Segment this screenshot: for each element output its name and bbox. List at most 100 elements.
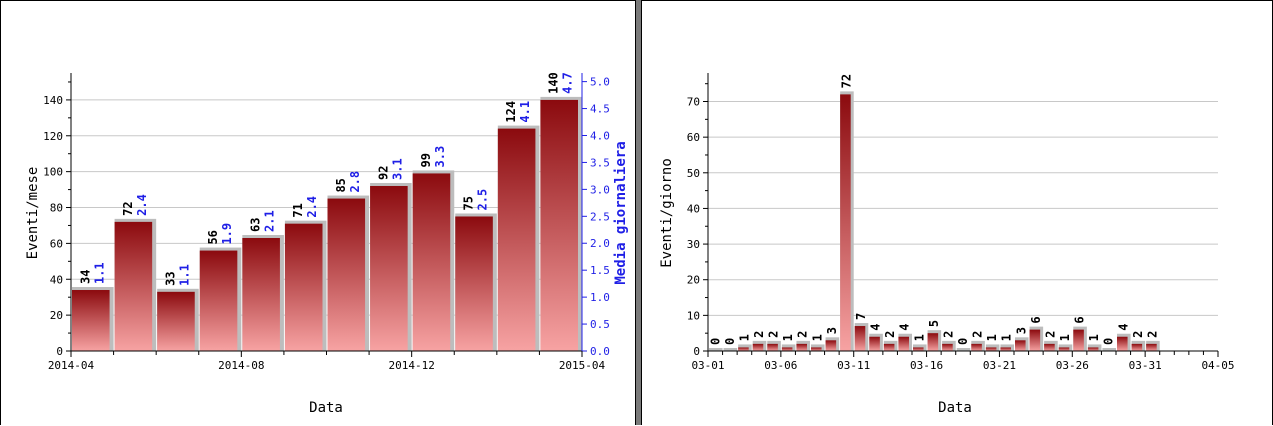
bar [796, 343, 807, 351]
bar-labels: 34 1.172 2.433 1.156 1.9 63 2.1 71 2.485 2.8 92 3.1… [78, 72, 574, 286]
bar-daily-average-label: 1.1 [92, 262, 106, 284]
bar-value-label: 85 [334, 178, 348, 192]
bar-daily-average-label: 4.1 [518, 101, 532, 123]
bar-value-label: 72 [839, 74, 853, 88]
x-tick-label: 03-01 [691, 359, 724, 372]
bar-value-label: 6 [1029, 316, 1043, 323]
bar [1044, 343, 1055, 351]
bar-value-label: 72 [121, 201, 135, 215]
bar [825, 340, 837, 351]
y-tick-label: 10 [687, 309, 700, 322]
x-axis-label: Data [309, 400, 343, 416]
bar [114, 221, 153, 351]
bar [767, 343, 778, 351]
bar [971, 343, 982, 351]
y2-tick-label: 4.0 [590, 129, 610, 142]
bar-value-label: 0 [708, 338, 722, 345]
axes: 0 20 40 60 80 100 120 140 0.0 0.5 1.0 1.5 2.0 2.5 3.0 3… [43, 73, 610, 372]
bar [1131, 343, 1143, 351]
y-tick-label: 0 [56, 345, 63, 358]
bar [1117, 336, 1128, 351]
bar-daily-average-label: 3.1 [390, 158, 404, 180]
y2-tick-label: 2.5 [590, 210, 610, 223]
bar-value-label: 1 [985, 334, 999, 341]
bar [497, 128, 536, 351]
bar-value-label: 2 [941, 331, 955, 338]
bar-daily-average-label: 2.4 [305, 196, 319, 218]
bar [1087, 347, 1099, 351]
y-tick-label: 20 [687, 274, 700, 287]
bar-value-label: 1 [737, 334, 751, 341]
bar-value-label: 3 [825, 327, 839, 334]
bar-daily-average-label: 2.5 [476, 189, 490, 211]
bar [942, 343, 953, 351]
bar-value-label: 0 [956, 338, 970, 345]
bar [1146, 343, 1157, 351]
y2-tick-label: 5.0 [590, 76, 610, 89]
bar-value-label: 1 [1087, 334, 1101, 341]
daily-events-chart-panel: 0 0 1 2 2 1 2 1 3 72 7 4 2 4 1 5 2 0 2 1 1 3 6 2 1 6 1 0 4 2 2 0 10 20 30… [641, 0, 1273, 425]
bar [811, 347, 822, 351]
x-tick-label: 03-06 [764, 359, 797, 372]
panel-divider [636, 0, 641, 425]
y2-tick-label: 4.5 [590, 103, 610, 116]
x-tick-label: 2014-12 [388, 359, 434, 372]
y-tick-label: 50 [687, 167, 700, 180]
y2-tick-label: 3.0 [590, 183, 610, 196]
bar-value-label: 34 [78, 270, 92, 284]
bar-daily-average-label: 2.1 [263, 210, 277, 232]
bar [242, 238, 280, 351]
bar [869, 336, 880, 351]
x-axis-label: Data [938, 400, 972, 416]
bar-value-label: 2 [1043, 331, 1057, 338]
bar [840, 94, 851, 351]
y-tick-label: 30 [687, 238, 700, 251]
y-tick-label: 40 [687, 202, 700, 215]
bar [1058, 347, 1070, 351]
x-tick-label: 03-21 [983, 359, 1016, 372]
bar-value-label: 63 [249, 218, 263, 232]
bar-value-label: 1 [1058, 334, 1072, 341]
bar [1073, 329, 1084, 351]
bar-value-label: 3 [1014, 327, 1028, 334]
bar-value-label: 2 [1145, 331, 1159, 338]
bar [738, 347, 749, 351]
y2-tick-label: 0.0 [590, 345, 610, 358]
monthly-events-chart: 34 1.172 2.433 1.156 1.9 63 2.1 71 2.485 2.8 92 3.1… [25, 72, 629, 416]
y-tick-label: 80 [50, 202, 63, 215]
y-tick-label: 40 [50, 273, 63, 286]
bar [913, 347, 924, 351]
bars [738, 94, 1157, 351]
y-axis-label: Eventi/mese [25, 167, 41, 260]
bar [883, 343, 895, 351]
bar-daily-average-label: 3.3 [433, 146, 447, 168]
y-tick-label: 100 [43, 166, 63, 179]
y2-tick-label: 2.0 [590, 237, 610, 250]
bar-value-label: 2 [1131, 331, 1145, 338]
bar-shadow [723, 348, 738, 351]
bar-value-label: 75 [462, 196, 476, 210]
bar-daily-average-label: 4.7 [561, 72, 575, 94]
bar-value-label: 33 [163, 271, 177, 285]
bar-value-label: 1 [912, 334, 926, 341]
bar-value-label: 6 [1073, 316, 1087, 323]
y-tick-label: 20 [50, 309, 63, 322]
bar-value-label: 1 [810, 334, 824, 341]
bar [927, 333, 939, 351]
bar-value-label: 92 [376, 166, 390, 180]
bar-value-label: 124 [504, 101, 518, 123]
bar-value-label: 4 [869, 324, 883, 331]
y2-tick-label: 1.0 [590, 291, 610, 304]
secondary-y-axis-label: Media giornaliera [613, 141, 629, 284]
x-tick-label: 03-26 [1056, 359, 1089, 372]
bar-shadow [1102, 348, 1116, 351]
bar-value-label: 0 [1102, 338, 1116, 345]
bar-value-label: 1 [1000, 334, 1014, 341]
x-tick-label: 2014-04 [48, 359, 95, 372]
bar-daily-average-label: 1.1 [177, 264, 191, 286]
bar [327, 198, 366, 351]
bar-value-label: 2 [752, 331, 766, 338]
y-axis-label: Eventi/giorno [659, 158, 675, 268]
